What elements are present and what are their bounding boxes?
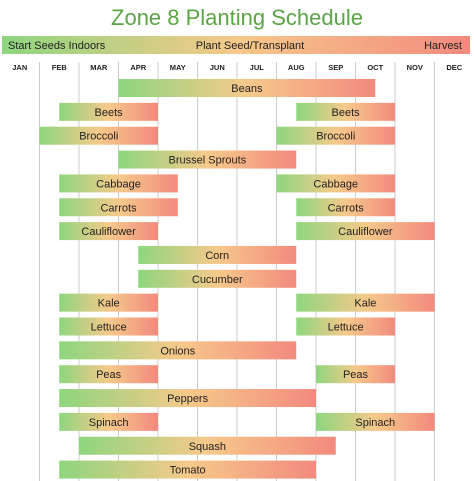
chart-title: Zone 8 Planting Schedule [111,5,363,30]
schedule-bar [59,389,316,408]
month-label: JUL [250,63,265,72]
bar-label: Beans [231,83,263,95]
schedule-bar [316,365,395,384]
bar-label: Corn [205,250,229,262]
legend-end-label: Harvest [424,40,462,52]
bar-label: Broccoli [316,131,355,143]
bar-label: Carrots [100,202,137,214]
month-label: MAR [90,63,108,72]
schedule-bars: Beans Beets Beets Broccoli Broccoli Brussel S… [39,79,435,479]
bar-label: Peppers [167,393,208,405]
bar-label: Brussel Sprouts [169,155,247,167]
month-label: AUG [288,63,305,72]
schedule-bar [59,174,178,193]
bar-label: Carrots [328,202,365,214]
schedule-bar [39,126,158,145]
schedule-bar [316,412,435,431]
month-label: MAY [170,63,186,72]
schedule-bar [79,436,336,455]
schedule-bar [59,341,297,360]
schedule-bar [59,102,158,121]
schedule-bar [138,245,297,264]
bar-label: Peas [96,369,122,381]
bar-label: Lettuce [328,322,364,334]
schedule-bar [296,102,395,121]
schedule-bar [118,79,376,97]
schedule-bar [276,174,395,193]
bar-label: Kale [354,298,376,310]
bar-label: Spinach [355,417,395,429]
bar-label: Tomato [170,465,206,477]
bar-label: Cabbage [313,178,358,190]
bar-label: Cabbage [96,178,141,190]
schedule-bar [296,293,435,312]
bar-label: Kale [98,298,120,310]
month-label: OCT [367,63,383,72]
month-label: APR [130,63,146,72]
bar-label: Spinach [89,417,129,429]
schedule-bar [59,365,158,384]
bar-label: Peas [343,369,369,381]
bar-label: Beets [332,107,361,119]
schedule-bar [296,317,395,336]
schedule-bar [59,460,316,479]
bar-label: Cauliflower [81,226,136,238]
bar-label: Squash [189,441,226,453]
bar-label: Beets [95,107,124,119]
bar-label: Onions [160,345,195,357]
month-label: NOV [407,63,423,72]
schedule-bar [276,126,395,145]
month-label: JUN [210,63,225,72]
schedule-bar [59,198,178,217]
schedule-bar [59,293,158,312]
bar-label: Cucumber [192,274,243,286]
bar-label: Broccoli [79,131,118,143]
schedule-bar [118,150,297,169]
schedule-bar [296,222,435,241]
month-label: DEC [446,63,462,72]
month-label: JAN [12,63,27,72]
schedule-bar [138,269,297,288]
legend-middle-label: Plant Seed/Transplant [196,40,304,52]
legend-bar [2,36,470,54]
legend-start-label: Start Seeds Indoors [8,40,106,52]
bar-label: Cauliflower [338,226,393,238]
bar-label: Lettuce [91,322,127,334]
schedule-bar [296,198,395,217]
month-axis: JAN FEB MAR APR MAY JUN JUL AUG SEP OCT NOV DEC [12,63,463,72]
schedule-bar [59,222,158,241]
schedule-bar [59,317,158,336]
month-label: FEB [52,63,68,72]
schedule-bar [59,412,158,431]
month-label: SEP [328,63,343,72]
